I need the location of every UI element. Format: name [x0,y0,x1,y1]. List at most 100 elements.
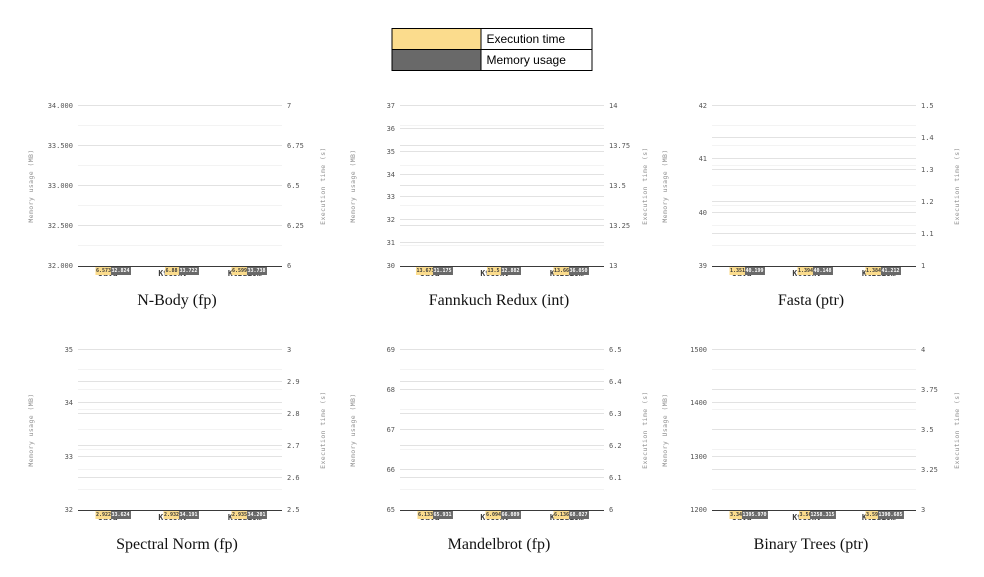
tick-label-right: 6.5 [287,182,300,190]
tick-label-left: 33 [386,193,395,202]
y-axis-ticks-left: 34.000 33.500 33.000 32.500 32.000 [38,102,78,270]
y-axis-label-right: Execution time (s) [953,391,961,469]
gridline-minor [78,429,282,430]
y-axis-ticks-left: 1500 1400 1300 1200 [672,346,712,514]
y-axis-label-right: Execution time (s) [641,147,649,225]
chart-mandelbrot: Memory usage (MB) 69 68 67 66 65 6.133 65.931… [346,346,652,554]
gridline-major [400,225,604,226]
y-axis-label-left: Memory usage (MB) [349,149,357,223]
tick-label-right: 6.3 [609,410,622,418]
bar-value-label: 2.932 [162,511,181,519]
tick-label-right: 1 [921,262,926,270]
y-axis-ticks-left: 35 34 33 32 [38,346,78,514]
gridline-minor [712,225,916,226]
tick-label-right: 2.9 [287,378,300,386]
gridline-major [712,137,916,138]
bar-value-label: 40.199 [744,267,765,275]
bar-value-label: 32.882 [500,267,521,275]
tick-label-right: 6 [609,506,614,514]
gridline-major [400,389,604,390]
tick-label-right: 2.8 [287,410,300,418]
chart-title: Fannkuch Redux (int) [428,292,570,309]
gridline-minor [400,369,604,370]
gridline-major [78,145,282,146]
bar-value-label: 33.722 [178,267,199,275]
bar-value-label: 34.201 [246,511,267,519]
gridline-major [400,150,604,152]
gridline-minor [400,125,604,126]
tick-label-left: 1500 [690,346,707,354]
gridline-major [78,381,282,382]
plot-area: 6.133 65.931 6.094 66.089 6.136 68.027 [400,349,604,519]
plot-area: 3.349 1395.970 3.56 1258.315 3.591 1390.685 [712,349,916,519]
gridline-major [712,455,916,457]
bar-value-label: 3.56 [798,511,813,519]
y-axis-label-right: Execution time (s) [319,147,327,225]
tick-label-left: 31 [386,239,395,248]
tick-label-left: 32 [386,216,395,225]
bar-value-label: 41.212 [880,267,901,275]
gridline-minor [78,125,282,126]
y-axis-ticks-right: 6.5 6.4 6.3 6.2 6.1 6 [604,346,638,514]
gridline-major [712,349,916,350]
tick-label-left: 67 [386,426,395,434]
chart-binary-trees: Memory Usage (MB) 1500 1400 1300 1200 3.349… [658,346,964,554]
bar-value-label: 36.050 [568,267,589,275]
gridline-major [78,455,282,457]
tick-label-right: 1.4 [921,134,934,142]
gridline-minor [78,369,282,370]
tick-label-right: 6.4 [609,378,622,386]
tick-label-right: 6.75 [287,142,304,150]
bar-value-label: 1258.315 [809,511,836,519]
legend-label-execution-time: Execution time [486,32,566,46]
gridline-minor [712,165,916,166]
bar-value-label: 68.027 [568,511,589,519]
tick-label-right: 3 [921,506,926,514]
y-axis-label-left: Memory usage (MB) [661,149,669,223]
tick-label-left: 68 [386,386,395,394]
tick-label-right: 13 [609,262,618,270]
gridline-major [400,445,604,446]
gridline-minor [400,245,604,246]
gridline-major [400,242,604,244]
bar-value-label: 65.931 [432,511,453,519]
tick-label-right: 2.5 [287,506,300,514]
tick-label-right: 13.75 [609,142,631,150]
bar-value-label: 6.599 [230,267,249,275]
tick-label-left: 66 [386,466,395,474]
bar-value-label: 13.66 [552,267,571,275]
y-axis-label-right: Execution time (s) [319,391,327,469]
memory-usage-swatch [392,50,482,70]
gridline-minor [78,469,282,470]
gridline-major [78,349,282,350]
tick-label-right: 3.5 [921,426,934,434]
tick-label-left: 33.500 [47,142,73,150]
y-axis-ticks-right: 14 13.75 13.5 13.25 13 [604,102,638,270]
gridline-major [78,445,282,446]
bar-value-label: 1.384 [864,267,883,275]
tick-label-left: 33.000 [47,182,73,190]
bar-value-label: 6.573 [94,267,113,275]
gridline-minor [400,205,604,206]
tick-label-right: 6.25 [287,222,304,230]
tick-label-right: 6.5 [609,346,622,354]
gridline-minor [78,165,282,166]
bar-value-label: 1390.685 [877,511,904,519]
tick-label-right: 6.2 [609,442,622,450]
chart-title: Mandelbrot (fp) [447,536,551,553]
gridline-major [78,225,282,226]
gridline-minor [712,369,916,370]
tick-label-left: 1300 [690,452,707,461]
gridline-major [400,173,604,175]
gridline-minor [400,165,604,166]
gridline-major [400,219,604,221]
gridline-minor [400,409,604,410]
tick-label-left: 32 [64,506,73,514]
tick-label-left: 34 [386,170,395,179]
gridline-major [712,469,916,470]
chart-n-body: Memory usage (MB) 34.000 33.500 33.000 32.5… [24,102,330,310]
gridline-minor [78,449,282,450]
y-axis-label-left: Memory usage (MB) [27,149,35,223]
gridline-major [712,169,916,170]
tick-label-right: 3.25 [921,466,938,474]
